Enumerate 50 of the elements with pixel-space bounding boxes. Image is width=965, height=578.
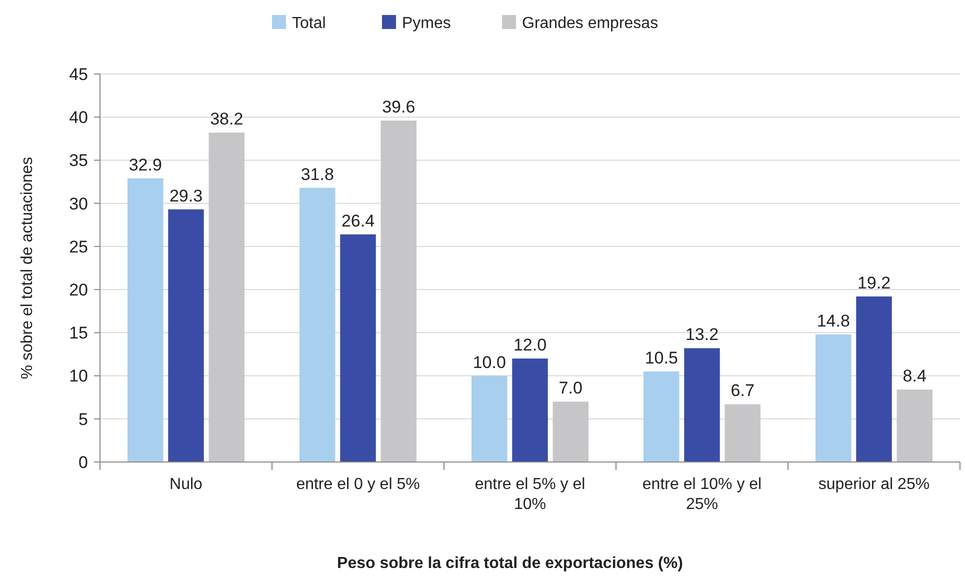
y-tick-label: 20 — [69, 280, 88, 300]
y-tick-label: 30 — [69, 194, 88, 214]
bar — [472, 376, 508, 462]
data-label: 12.0 — [513, 336, 547, 355]
data-label: 26.4 — [341, 211, 375, 230]
data-label: 19.2 — [857, 273, 891, 292]
data-label: 32.9 — [128, 155, 162, 174]
data-label: 14.8 — [816, 311, 850, 330]
y-tick-label: 40 — [69, 108, 88, 128]
x-tick-label: entre el 5% y el 10% — [474, 476, 586, 513]
x-tick-label: entre el 0 y el 5% — [296, 476, 420, 493]
y-tick-label: 5 — [78, 410, 88, 429]
x-axis-title: Peso sobre la cifra total de exportaciones (%) — [337, 555, 683, 572]
legend-label: Pymes — [402, 15, 451, 32]
data-label: 8.4 — [902, 366, 926, 386]
y-tick-label: 10 — [69, 366, 88, 386]
data-label: 39.6 — [382, 98, 416, 117]
data-label: 29.3 — [169, 186, 203, 206]
y-tick-label: 15 — [69, 324, 88, 343]
bar — [724, 404, 760, 462]
data-label: 31.8 — [300, 164, 334, 184]
legend-label: Total — [292, 15, 326, 32]
bar — [380, 120, 416, 462]
bar — [512, 358, 548, 462]
y-tick-label: 45 — [69, 64, 88, 84]
bar — [128, 178, 164, 462]
bar — [208, 132, 244, 462]
data-label: 7.0 — [558, 378, 582, 398]
data-label: 10.0 — [472, 352, 506, 372]
data-label: 38.2 — [210, 110, 244, 129]
x-tick-label: superior al 25% — [818, 476, 930, 493]
bar — [300, 188, 336, 462]
y-tick-label: 35 — [69, 151, 88, 170]
y-tick-label: 25 — [69, 237, 88, 256]
data-label: 6.7 — [730, 381, 754, 400]
bar — [552, 402, 588, 462]
legend-label: Grandes empresas — [522, 15, 658, 32]
bar — [816, 334, 852, 462]
bar — [856, 296, 892, 462]
x-tick-label: entre el 10% y el 25% — [642, 476, 762, 513]
data-label: 13.2 — [685, 325, 719, 344]
x-tick-label: Nulo — [170, 476, 203, 493]
y-tick-label: 0 — [78, 452, 88, 472]
bar — [684, 348, 720, 462]
bar — [168, 209, 204, 462]
data-label: 10.5 — [644, 348, 678, 368]
bar — [340, 234, 376, 462]
y-axis-title: % sobre el total de actuaciones — [19, 156, 36, 380]
bar — [896, 390, 932, 462]
bar — [644, 371, 680, 462]
